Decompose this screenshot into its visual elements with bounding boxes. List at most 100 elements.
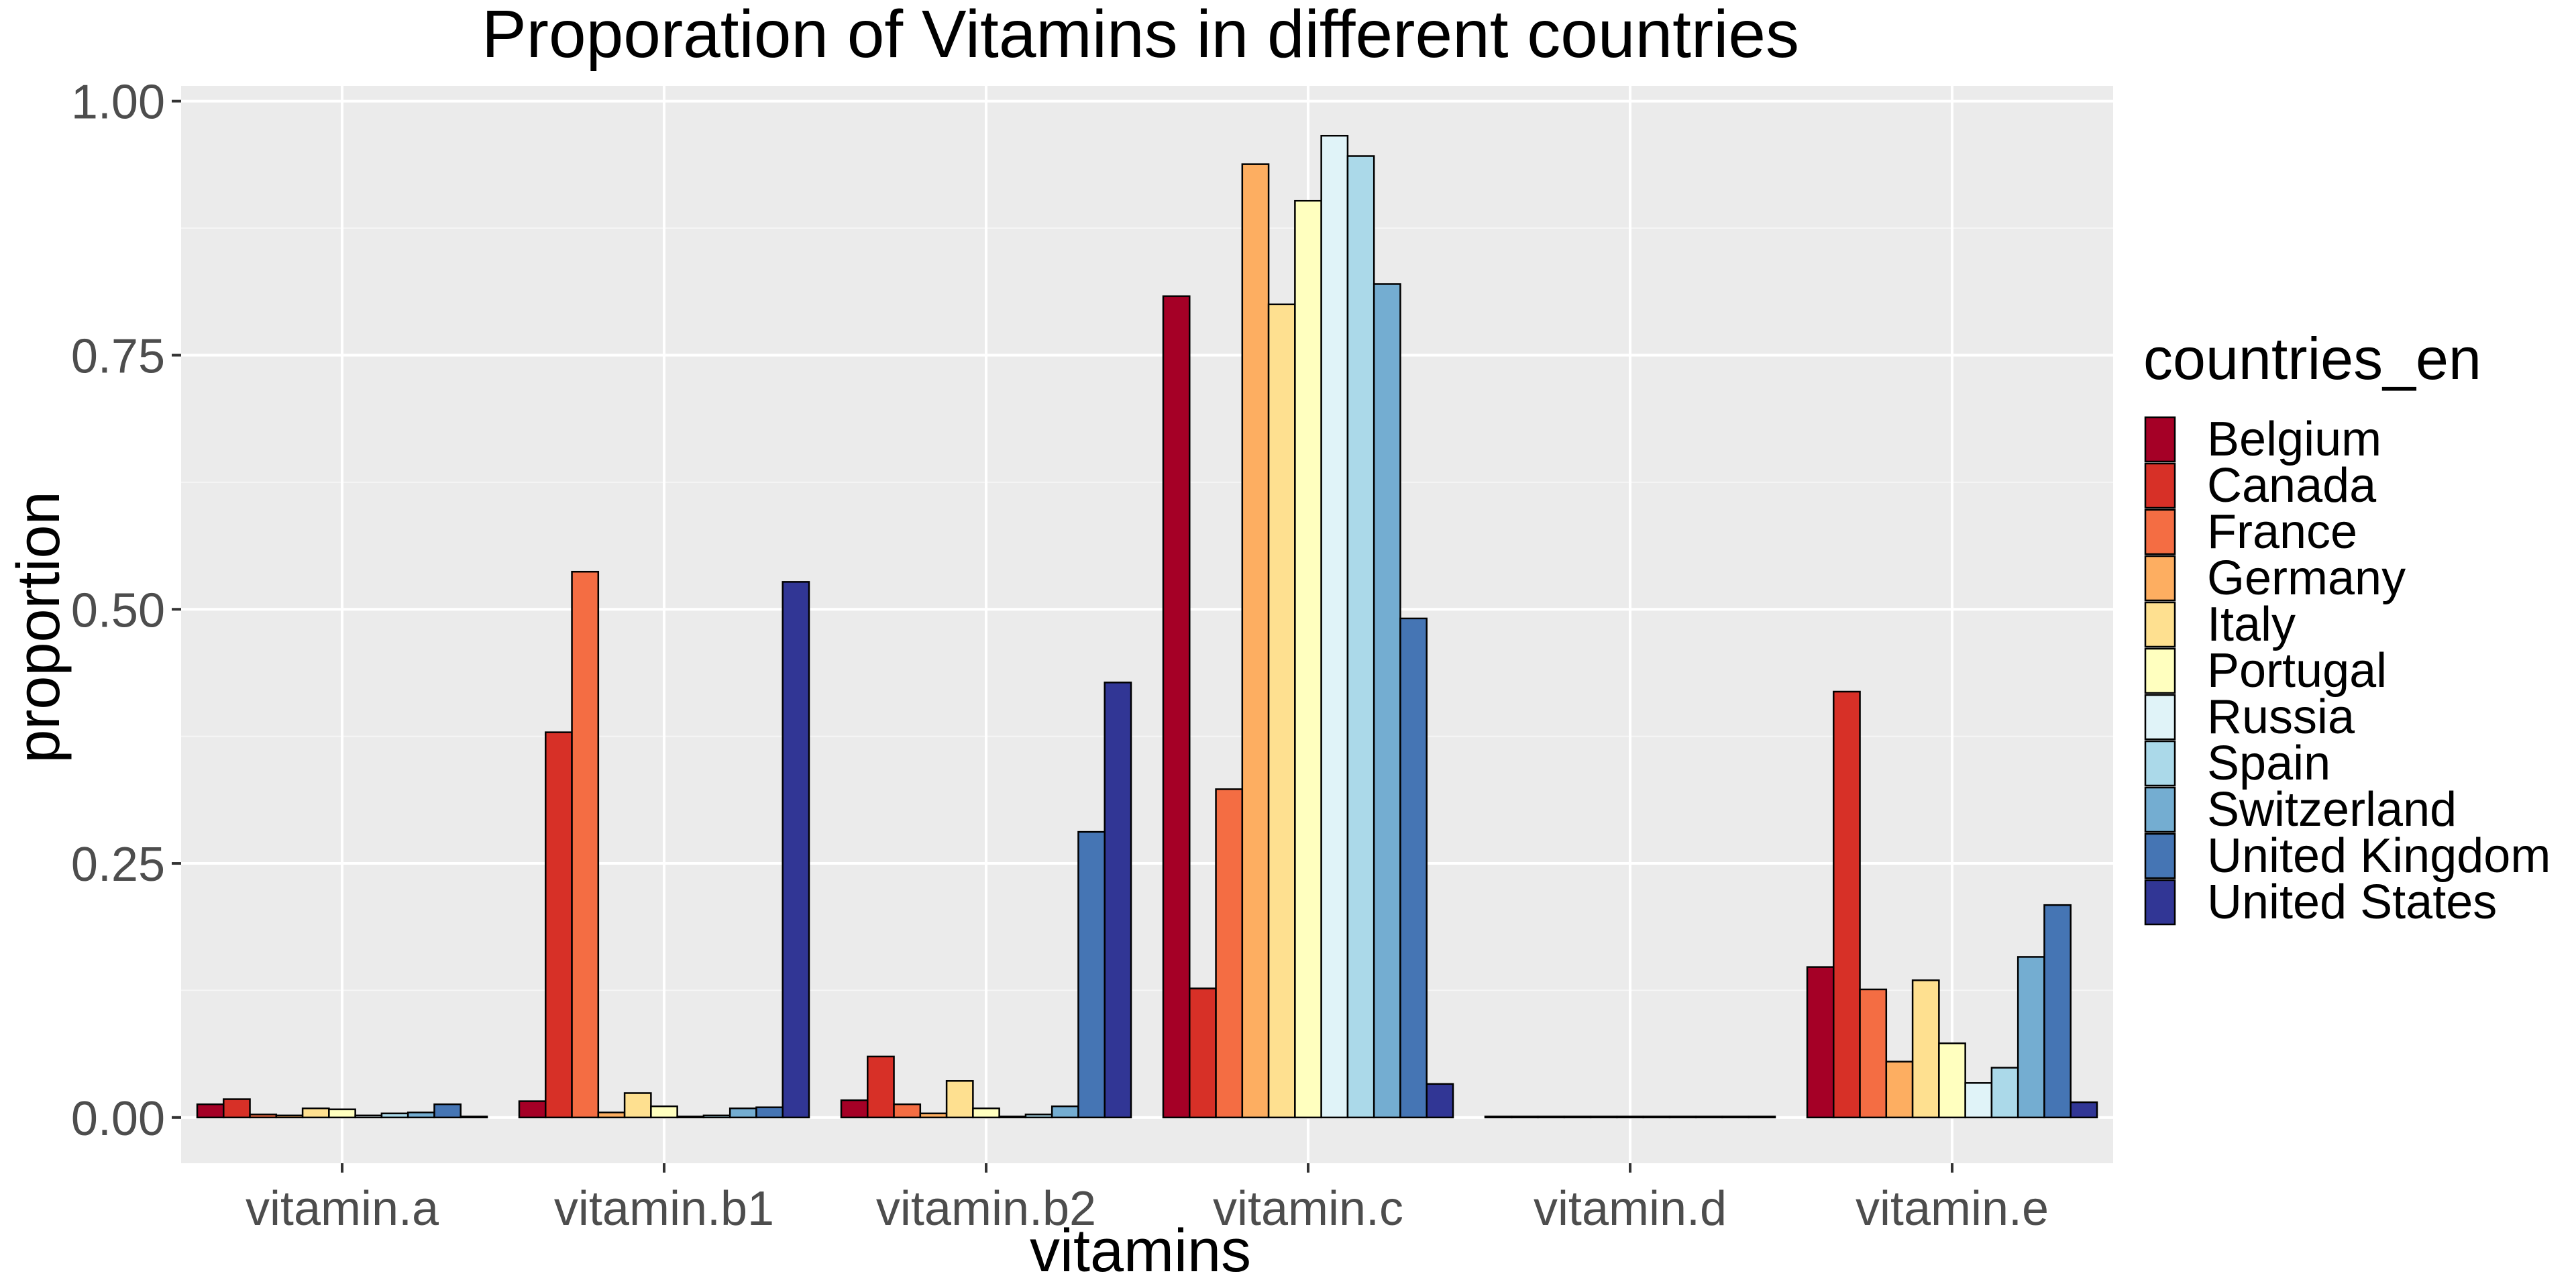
legend-swatch	[2144, 786, 2176, 833]
bar-united-kingdom-vitamin-b1	[755, 1106, 784, 1119]
bar-spain-vitamin-c	[1346, 155, 1375, 1119]
legend-swatch	[2144, 416, 2176, 463]
bar-germany-vitamin-b2	[919, 1112, 948, 1119]
y-axis-title: proportion	[5, 491, 72, 763]
bar-united-states-vitamin-b1	[782, 581, 810, 1119]
bar-russia-vitamin-b1	[676, 1116, 705, 1119]
bar-united-kingdom-vitamin-c	[1399, 617, 1428, 1119]
legend-label: Belgium	[2207, 413, 2381, 466]
legend-swatch	[2144, 694, 2176, 741]
legend-label: Spain	[2207, 737, 2330, 790]
plot-panel	[181, 86, 2113, 1163]
bar-italy-vitamin-d	[1589, 1116, 1618, 1119]
legend-item-canada: Canada	[2144, 459, 2377, 513]
bar-portugal-vitamin-e	[1938, 1042, 1966, 1119]
x-axis-title: vitamins	[1030, 1218, 1251, 1285]
bar-italy-vitamin-c	[1267, 303, 1296, 1119]
legend-item-united-kingdom: United Kingdom	[2144, 829, 2551, 883]
bar-switzerland-vitamin-c	[1373, 283, 1401, 1119]
legend-items: BelgiumCanadaFranceGermanyItalyPortugalR…	[2144, 413, 2551, 929]
x-tick-label: vitamin.a	[246, 1182, 439, 1236]
legend-item-switzerland: Switzerland	[2144, 783, 2457, 837]
legend-item-united-states: United States	[2144, 875, 2497, 929]
bar-united-states-vitamin-b2	[1104, 682, 1132, 1119]
bar-canada-vitamin-b1	[545, 731, 573, 1119]
chart-title: Proporation of Vitamins in different cou…	[482, 0, 1799, 72]
bar-belgium-vitamin-d	[1484, 1116, 1513, 1119]
bar-spain-vitamin-b1	[702, 1114, 731, 1119]
legend-label: Switzerland	[2207, 783, 2457, 837]
bar-spain-vitamin-d	[1668, 1116, 1697, 1119]
bar-germany-vitamin-a	[275, 1114, 304, 1119]
bar-united-states-vitamin-d	[1748, 1116, 1776, 1119]
bar-spain-vitamin-b2	[1024, 1114, 1053, 1119]
bar-portugal-vitamin-a	[328, 1108, 356, 1119]
bar-france-vitamin-d	[1537, 1116, 1566, 1119]
legend-label: Germany	[2207, 551, 2406, 605]
bar-belgium-vitamin-e	[1806, 966, 1835, 1119]
y-tick-label: 1.00	[71, 76, 165, 129]
bar-switzerland-vitamin-d	[1695, 1116, 1723, 1119]
x-tick-label: vitamin.b2	[876, 1182, 1096, 1236]
bar-russia-vitamin-d	[1642, 1116, 1671, 1119]
x-tick-label: vitamin.c	[1213, 1182, 1403, 1236]
bar-russia-vitamin-b2	[998, 1116, 1027, 1119]
bar-portugal-vitamin-b2	[972, 1107, 1000, 1119]
legend-label: Italy	[2207, 598, 2296, 651]
legend-item-spain: Spain	[2144, 737, 2330, 790]
bar-italy-vitamin-e	[1911, 979, 1940, 1119]
bar-russia-vitamin-e	[1964, 1082, 1993, 1119]
bar-portugal-vitamin-c	[1294, 199, 1322, 1119]
bar-belgium-vitamin-a	[196, 1103, 225, 1119]
legend-item-france: France	[2144, 505, 2357, 559]
legend-swatch	[2144, 601, 2176, 648]
y-axis: 0.00 0.25 0.50 0.75 1.00	[71, 76, 181, 1146]
bar-russia-vitamin-a	[354, 1114, 383, 1119]
legend: countries_en BelgiumCanadaFranceGermanyI…	[2143, 325, 2551, 929]
bar-switzerland-vitamin-a	[407, 1111, 435, 1119]
legend-item-italy: Italy	[2144, 598, 2296, 651]
x-tick-label: vitamin.b1	[554, 1182, 774, 1236]
bar-spain-vitamin-e	[1990, 1067, 2019, 1119]
legend-item-russia: Russia	[2144, 690, 2355, 744]
y-tick-label: 0.25	[71, 838, 165, 892]
bar-united-kingdom-vitamin-d	[1721, 1116, 1750, 1119]
bar-switzerland-vitamin-b2	[1051, 1105, 1079, 1119]
legend-swatch	[2144, 740, 2176, 787]
legend-label: United States	[2207, 875, 2497, 929]
legend-item-belgium: Belgium	[2144, 413, 2381, 466]
x-axis: vitamin.a vitamin.b1 vitamin.b2 vitamin.c vi…	[246, 1163, 2049, 1236]
legend-label: Canada	[2207, 459, 2377, 513]
x-tick-label: vitamin.e	[1856, 1182, 2049, 1236]
bar-united-kingdom-vitamin-b2	[1077, 830, 1106, 1119]
x-tick-label: vitamin.d	[1534, 1182, 1727, 1236]
legend-item-portugal: Portugal	[2144, 644, 2387, 698]
bar-germany-vitamin-e	[1885, 1061, 1914, 1119]
bar-germany-vitamin-d	[1563, 1116, 1592, 1119]
bar-canada-vitamin-a	[223, 1098, 251, 1119]
grid-lines	[181, 86, 2113, 1163]
legend-swatch	[2144, 647, 2176, 694]
bar-italy-vitamin-b2	[945, 1080, 974, 1119]
bar-italy-vitamin-a	[301, 1107, 330, 1119]
bar-spain-vitamin-a	[380, 1112, 409, 1119]
y-tick-label: 0.00	[71, 1092, 165, 1146]
legend-label: Portugal	[2207, 644, 2387, 698]
bar-united-kingdom-vitamin-e	[2043, 904, 2072, 1119]
legend-label: Russia	[2207, 690, 2355, 744]
bar-portugal-vitamin-d	[1616, 1116, 1644, 1119]
bar-united-states-vitamin-c	[1426, 1083, 1454, 1119]
bar-russia-vitamin-c	[1320, 134, 1349, 1119]
bar-united-states-vitamin-e	[2070, 1101, 2098, 1119]
legend-item-germany: Germany	[2144, 551, 2406, 605]
y-tick-label: 0.50	[71, 584, 165, 637]
bar-switzerland-vitamin-e	[2017, 956, 2045, 1119]
bars	[196, 134, 2098, 1119]
bar-france-vitamin-b1	[571, 570, 600, 1119]
legend-swatch	[2144, 833, 2176, 879]
bar-canada-vitamin-d	[1511, 1116, 1539, 1119]
bar-canada-vitamin-b2	[867, 1055, 895, 1119]
legend-title: countries_en	[2143, 325, 2481, 392]
bar-switzerland-vitamin-b1	[729, 1107, 757, 1119]
bar-portugal-vitamin-b1	[650, 1105, 678, 1119]
